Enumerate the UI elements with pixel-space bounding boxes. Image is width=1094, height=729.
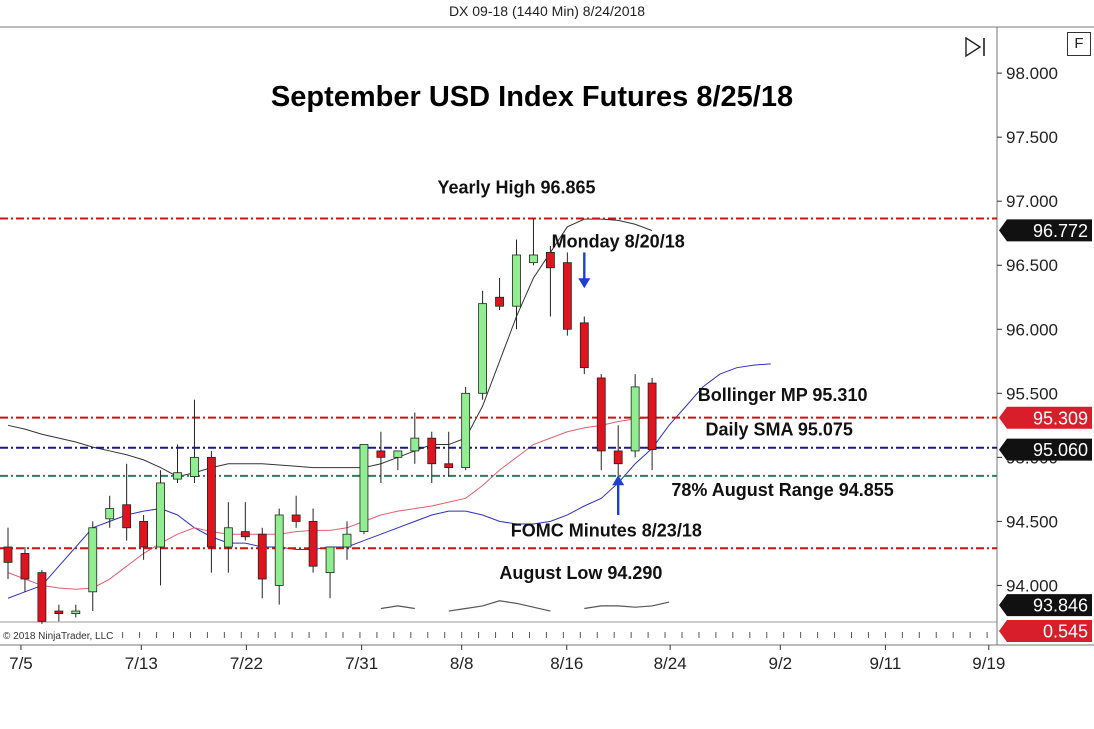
bull-candle: [105, 508, 115, 520]
bollinger-middle-line: [7, 417, 653, 590]
reference-lines: [0, 217, 997, 550]
bear-candle: [546, 252, 555, 269]
bull-candle: [529, 254, 538, 264]
window-title: DX 09-18 (1440 Min) 8/24/2018: [448, 3, 646, 19]
price-label-95309-bg: [999, 406, 1092, 429]
bear-candle: [427, 437, 437, 465]
volume-indicator-line: [448, 600, 551, 612]
y-tick-label: 94.500: [1006, 512, 1058, 531]
x-tick-label: 7/13: [125, 654, 158, 673]
bear-candle: [562, 262, 572, 330]
bull-candle: [393, 450, 403, 458]
volume-indicator-line: [380, 605, 415, 610]
bollinger-mp-label: Bollinger MP 95.310: [698, 385, 868, 405]
bear-candle: [240, 531, 250, 538]
bear-candle: [139, 520, 149, 548]
august-low-label: August Low 94.290: [499, 563, 662, 583]
bear-candle: [3, 546, 13, 563]
price-label-0545: 0.545: [1043, 622, 1088, 642]
daily-sma-label: Daily SMA 95.075: [706, 420, 853, 440]
bear-candle: [37, 572, 47, 622]
copyright-text: © 2018 NinjaTrader, LLC: [3, 631, 113, 642]
x-tick-label: 8/24: [654, 654, 687, 673]
bear-candle: [122, 504, 132, 529]
y-tick-label: 95.500: [1006, 384, 1058, 403]
chart-title: September USD Index Futures 8/25/18: [271, 81, 793, 113]
price-label-96772: 96.772: [1033, 221, 1088, 241]
fomc-label: FOMC Minutes 8/23/18: [511, 521, 702, 541]
axes: 94.00094.50095.00095.50096.00096.50097.0…: [9, 64, 1058, 673]
bull-candle: [71, 610, 81, 614]
x-tick-label: 9/2: [768, 654, 792, 673]
y-tick-label: 98.000: [1006, 64, 1058, 83]
yearly-high-label: Yearly High 96.865: [437, 178, 595, 198]
bull-candle: [630, 386, 640, 452]
bull-candle: [342, 533, 352, 548]
bear-candle: [257, 533, 267, 580]
monday-label: Monday 8/20/18: [552, 231, 685, 251]
bull-candle: [88, 527, 98, 593]
price-label-96772-bg: [999, 219, 1092, 242]
bear-candle: [495, 296, 504, 307]
bull-candle: [223, 527, 233, 548]
monday-arrow-head: [578, 278, 591, 289]
x-tick-label: 9/19: [972, 654, 1005, 673]
bear-candle: [596, 377, 606, 452]
bear-candle: [579, 322, 589, 369]
y-tick-label: 96.000: [1006, 320, 1058, 339]
x-tick-label: 8/8: [450, 654, 474, 673]
x-tick-label: 7/5: [9, 654, 33, 673]
price-label-93846-bg: [999, 594, 1092, 617]
y-tick-label: 97.500: [1006, 128, 1058, 147]
bull-candle: [173, 472, 182, 480]
bull-candle: [359, 444, 369, 533]
fomc-arrow-head: [612, 475, 625, 486]
scroll-to-end-icon[interactable]: [965, 36, 985, 58]
bollinger-bands: [7, 218, 771, 612]
bull-candle: [325, 546, 335, 574]
x-tick-label: 9/11: [869, 654, 901, 673]
price-label-93846: 93.846: [1033, 596, 1088, 616]
price-label-95309: 95.309: [1033, 408, 1088, 428]
panel-toggle-button[interactable]: F: [1067, 32, 1091, 56]
bear-candle: [376, 450, 386, 458]
annotations: Yearly High 96.865 Monday 8/20/18 Bollinge…: [437, 178, 893, 584]
bull-candle: [274, 514, 284, 586]
bull-candle: [512, 254, 521, 307]
price-label-0545-bg: [999, 620, 1092, 642]
bull-candle: [410, 437, 420, 452]
bear-candle: [206, 456, 216, 548]
bull-candle: [156, 482, 165, 548]
price-labels: 96.772 95.309 95.060 93.846 0.545: [999, 219, 1092, 642]
bear-candle: [308, 520, 318, 567]
bear-candle: [647, 382, 657, 451]
x-tick-label: 7/31: [345, 654, 378, 673]
bollinger-upper-line: [7, 218, 653, 478]
chart-frame: [0, 26, 1094, 646]
bull-candle: [190, 456, 199, 477]
bear-candle: [291, 514, 301, 522]
y-tick-label: 97.000: [1006, 192, 1058, 211]
price-label-95060: 95.060: [1033, 440, 1088, 460]
bear-candle: [613, 450, 623, 465]
aug-range-label: 78% August Range 94.855: [671, 480, 893, 500]
bear-candle: [444, 463, 454, 468]
bull-candle: [478, 303, 488, 394]
bollinger-lower-line: [7, 363, 771, 599]
y-tick-label: 96.500: [1006, 256, 1058, 275]
bear-candle: [20, 552, 30, 580]
x-tick-label: 7/22: [230, 654, 263, 673]
bear-candle: [54, 610, 64, 614]
x-tick-label: 8/16: [550, 654, 583, 673]
y-tick-label: 94.000: [1006, 576, 1058, 595]
volume-indicator-line: [584, 601, 670, 610]
price-label-95060-bg: [999, 438, 1092, 461]
candles: [3, 219, 657, 624]
bull-candle: [461, 392, 471, 468]
